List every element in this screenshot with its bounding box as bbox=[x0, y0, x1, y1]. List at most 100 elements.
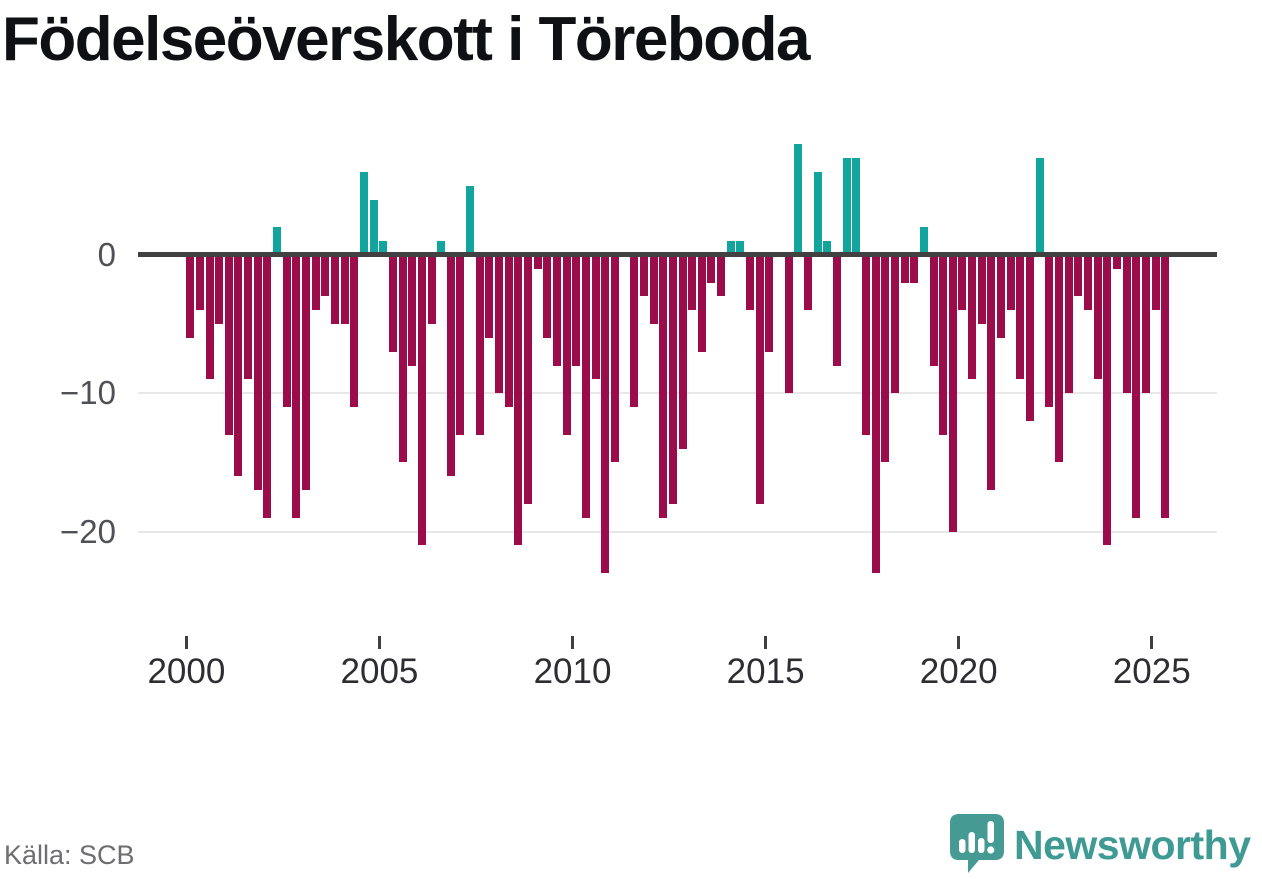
bar bbox=[224, 255, 233, 435]
newsworthy-wordmark: Newsworthy bbox=[1014, 822, 1251, 868]
bar bbox=[639, 255, 648, 297]
x-axis-tick-label: 2000 bbox=[147, 652, 226, 691]
bar bbox=[1103, 255, 1112, 546]
x-axis-tick-label: 2020 bbox=[919, 652, 998, 691]
bar bbox=[997, 255, 1006, 338]
bar bbox=[543, 255, 552, 338]
bar bbox=[794, 144, 803, 255]
chart-title: Födelseöverskott i Töreboda bbox=[2, 5, 811, 74]
bar bbox=[1093, 255, 1102, 380]
x-axis-tick-mark bbox=[377, 636, 381, 649]
y-axis-tick-label: −20 bbox=[60, 512, 116, 550]
bar bbox=[1132, 255, 1141, 518]
x-axis-tick-mark bbox=[1150, 636, 1154, 649]
x-axis-tick-label: 2010 bbox=[533, 652, 612, 691]
bar bbox=[659, 255, 668, 518]
bar bbox=[1112, 255, 1121, 269]
zero-axis-line bbox=[138, 252, 1217, 257]
bar bbox=[562, 255, 571, 435]
source-label: Källa: SCB bbox=[4, 840, 135, 870]
bar bbox=[1064, 255, 1073, 394]
bar bbox=[244, 255, 253, 380]
bar bbox=[1045, 255, 1054, 408]
bar bbox=[331, 255, 339, 325]
bar bbox=[601, 255, 610, 574]
bar bbox=[668, 255, 677, 504]
x-axis-tick-mark bbox=[957, 636, 961, 649]
bar bbox=[437, 241, 446, 255]
bar bbox=[408, 255, 417, 366]
bar bbox=[765, 255, 774, 352]
bar bbox=[1141, 255, 1150, 394]
bar bbox=[311, 255, 320, 311]
bar bbox=[871, 255, 880, 574]
bar bbox=[292, 255, 301, 518]
bar bbox=[910, 255, 919, 283]
bar bbox=[466, 185, 475, 255]
y-axis-tick-label: 0 bbox=[97, 236, 116, 273]
y-axis-tick-label: −10 bbox=[60, 374, 116, 412]
bar bbox=[804, 255, 813, 311]
bar bbox=[1006, 255, 1015, 311]
bar bbox=[948, 255, 957, 532]
bar bbox=[533, 255, 542, 269]
bar bbox=[495, 255, 504, 394]
bar bbox=[958, 255, 967, 311]
bar bbox=[842, 158, 851, 255]
bar bbox=[717, 255, 726, 297]
bar bbox=[1055, 255, 1063, 463]
bar bbox=[282, 255, 291, 408]
bar bbox=[697, 255, 706, 352]
bar bbox=[205, 255, 214, 380]
bar bbox=[504, 255, 513, 408]
bar bbox=[524, 255, 533, 504]
bar bbox=[553, 255, 562, 366]
bar bbox=[186, 255, 195, 338]
bar bbox=[823, 241, 832, 255]
bar bbox=[1083, 255, 1092, 311]
bar bbox=[195, 255, 204, 311]
bar bbox=[736, 241, 745, 255]
bar bbox=[881, 255, 890, 463]
x-axis-tick-label: 2025 bbox=[1112, 652, 1191, 691]
bar bbox=[1026, 255, 1035, 421]
bar bbox=[514, 255, 523, 546]
y-gridline bbox=[138, 392, 1217, 395]
bar bbox=[726, 241, 735, 255]
bar bbox=[485, 255, 494, 338]
bar bbox=[890, 255, 899, 394]
bar bbox=[939, 255, 948, 435]
bar bbox=[388, 255, 397, 352]
bar bbox=[929, 255, 938, 366]
bar bbox=[678, 255, 687, 449]
bar bbox=[263, 255, 272, 518]
x-axis-tick-mark bbox=[184, 636, 188, 649]
bar bbox=[755, 255, 764, 504]
bar bbox=[273, 227, 282, 255]
bar bbox=[610, 255, 619, 463]
bar bbox=[379, 241, 388, 255]
bar bbox=[359, 172, 368, 255]
x-axis-tick-label: 2005 bbox=[340, 652, 419, 691]
bar bbox=[302, 255, 311, 491]
bar bbox=[813, 172, 822, 255]
bar bbox=[591, 255, 600, 380]
x-axis-tick-label: 2015 bbox=[726, 652, 805, 691]
bar bbox=[321, 255, 330, 297]
bar bbox=[446, 255, 455, 477]
bar bbox=[1035, 158, 1044, 255]
bar bbox=[1151, 255, 1160, 311]
bar bbox=[784, 255, 793, 394]
newsworthy-logo[interactable]: Newsworthy bbox=[948, 812, 1260, 876]
bar bbox=[861, 255, 870, 435]
bar bbox=[900, 255, 909, 283]
bar bbox=[475, 255, 484, 435]
bar bbox=[688, 255, 697, 311]
bar bbox=[350, 255, 359, 408]
bar bbox=[630, 255, 639, 408]
bar bbox=[1074, 255, 1083, 297]
bar bbox=[398, 255, 407, 463]
y-gridline bbox=[138, 530, 1217, 533]
